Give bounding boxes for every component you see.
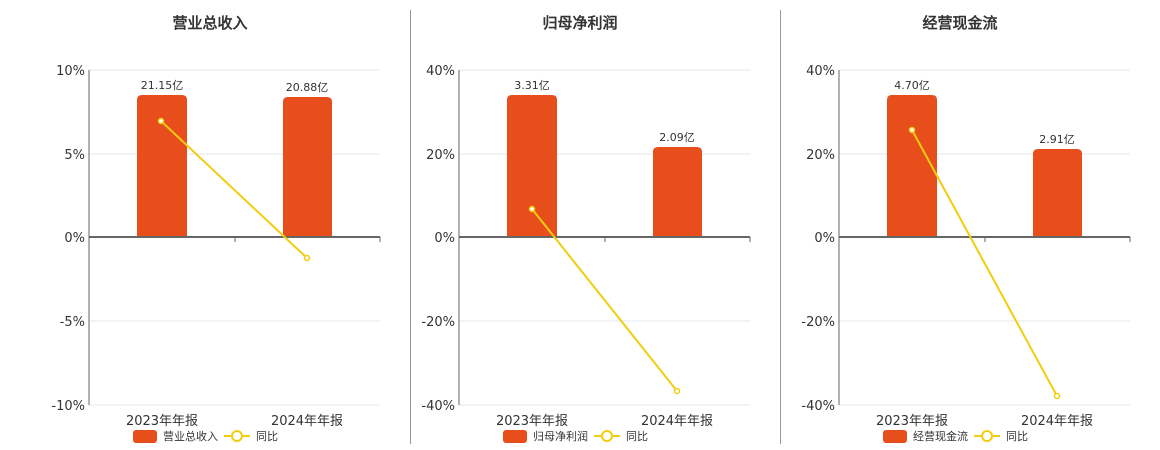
x-tick: 2023年年报	[126, 414, 198, 429]
legend-bar-swatch[interactable]	[503, 429, 527, 443]
bar-value-label: 2.09亿	[659, 131, 695, 144]
data-point[interactable]	[908, 126, 916, 134]
chart-title: 经营现金流	[922, 14, 998, 32]
legend-bar-label[interactable]: 营业总收入	[163, 430, 218, 443]
legend-bar-swatch[interactable]	[883, 429, 907, 443]
gridlines	[89, 69, 380, 406]
legend: 归母净利润 同比	[503, 428, 648, 444]
bar-value-label: 2.91亿	[1039, 133, 1075, 146]
yoy-line	[160, 120, 308, 259]
x-tick: 2023年年报	[496, 414, 568, 429]
y-tick: -40%	[421, 399, 455, 414]
y-tick: 0%	[434, 231, 455, 246]
chart-title: 营业总收入	[172, 14, 248, 32]
y-tick: -40%	[801, 399, 835, 414]
legend-line-label[interactable]: 同比	[1006, 430, 1028, 443]
bar[interactable]	[137, 95, 187, 237]
y-tick: 0%	[64, 231, 85, 246]
legend-line-label[interactable]: 同比	[626, 430, 648, 443]
chart-panel-operating-cash-flow: 经营现金流 40% 20% 0% -20% -40% 4.70亿 2.91亿 2…	[750, 0, 1160, 450]
y-tick: 40%	[806, 64, 835, 79]
bar-value-label: 21.15亿	[141, 79, 184, 92]
legend-bar-label[interactable]: 归母净利润	[533, 430, 588, 443]
data-point[interactable]	[303, 254, 311, 262]
panel-divider	[780, 10, 781, 444]
bar-value-label: 4.70亿	[894, 79, 930, 92]
bar[interactable]	[507, 95, 557, 237]
x-tick: 2023年年报	[876, 414, 948, 429]
data-point[interactable]	[157, 117, 165, 125]
bar-value-label: 20.88亿	[286, 81, 329, 94]
bar[interactable]	[283, 97, 332, 237]
chart-canvas: 40% 20% 0% -20% -40% 4.70亿 2.91亿 2023年年报…	[801, 64, 1131, 429]
bar[interactable]	[653, 147, 702, 237]
chart-title: 归母净利润	[542, 14, 618, 32]
legend-bar-swatch[interactable]	[133, 429, 157, 443]
data-point[interactable]	[1053, 392, 1061, 400]
legend-line-icon[interactable]	[974, 430, 1000, 442]
y-tick: -20%	[421, 315, 455, 330]
chart-panel-net-profit: 归母净利润 40% 20% 0% -20% -40% 3.31亿 2.09亿 2…	[370, 0, 780, 450]
chart-panel-revenue: 营业总收入 10% 5% 0% -5% -10% 21.15亿 20.88亿 2…	[0, 0, 410, 450]
y-tick: -20%	[801, 315, 835, 330]
y-tick: 0%	[814, 231, 835, 246]
bar[interactable]	[887, 95, 937, 237]
x-tick: 2024年年报	[641, 414, 713, 429]
y-tick: 10%	[56, 64, 85, 79]
x-tick: 2024年年报	[1021, 414, 1093, 429]
legend: 经营现金流 同比	[883, 428, 1028, 444]
y-tick: 5%	[64, 148, 85, 163]
yoy-line	[531, 208, 678, 392]
legend-line-label[interactable]: 同比	[256, 430, 278, 443]
y-tick: 40%	[426, 64, 455, 79]
legend-line-icon[interactable]	[224, 430, 250, 442]
chart-canvas: 40% 20% 0% -20% -40% 3.31亿 2.09亿 2023年年报…	[421, 64, 751, 429]
data-point[interactable]	[528, 205, 536, 213]
bar[interactable]	[1033, 149, 1082, 237]
chart-canvas: 10% 5% 0% -5% -10% 21.15亿 20.88亿 2023年年报…	[51, 64, 381, 429]
data-point[interactable]	[673, 387, 681, 395]
y-tick: 20%	[806, 148, 835, 163]
legend: 营业总收入 同比	[133, 428, 278, 444]
y-tick: 20%	[426, 148, 455, 163]
yoy-line	[911, 129, 1058, 397]
y-tick: -5%	[60, 315, 85, 330]
panel-divider	[410, 10, 411, 444]
bar-value-label: 3.31亿	[514, 79, 550, 92]
legend-bar-label[interactable]: 经营现金流	[913, 430, 968, 443]
x-tick: 2024年年报	[271, 414, 343, 429]
y-tick: -10%	[51, 399, 85, 414]
legend-line-icon[interactable]	[594, 430, 620, 442]
